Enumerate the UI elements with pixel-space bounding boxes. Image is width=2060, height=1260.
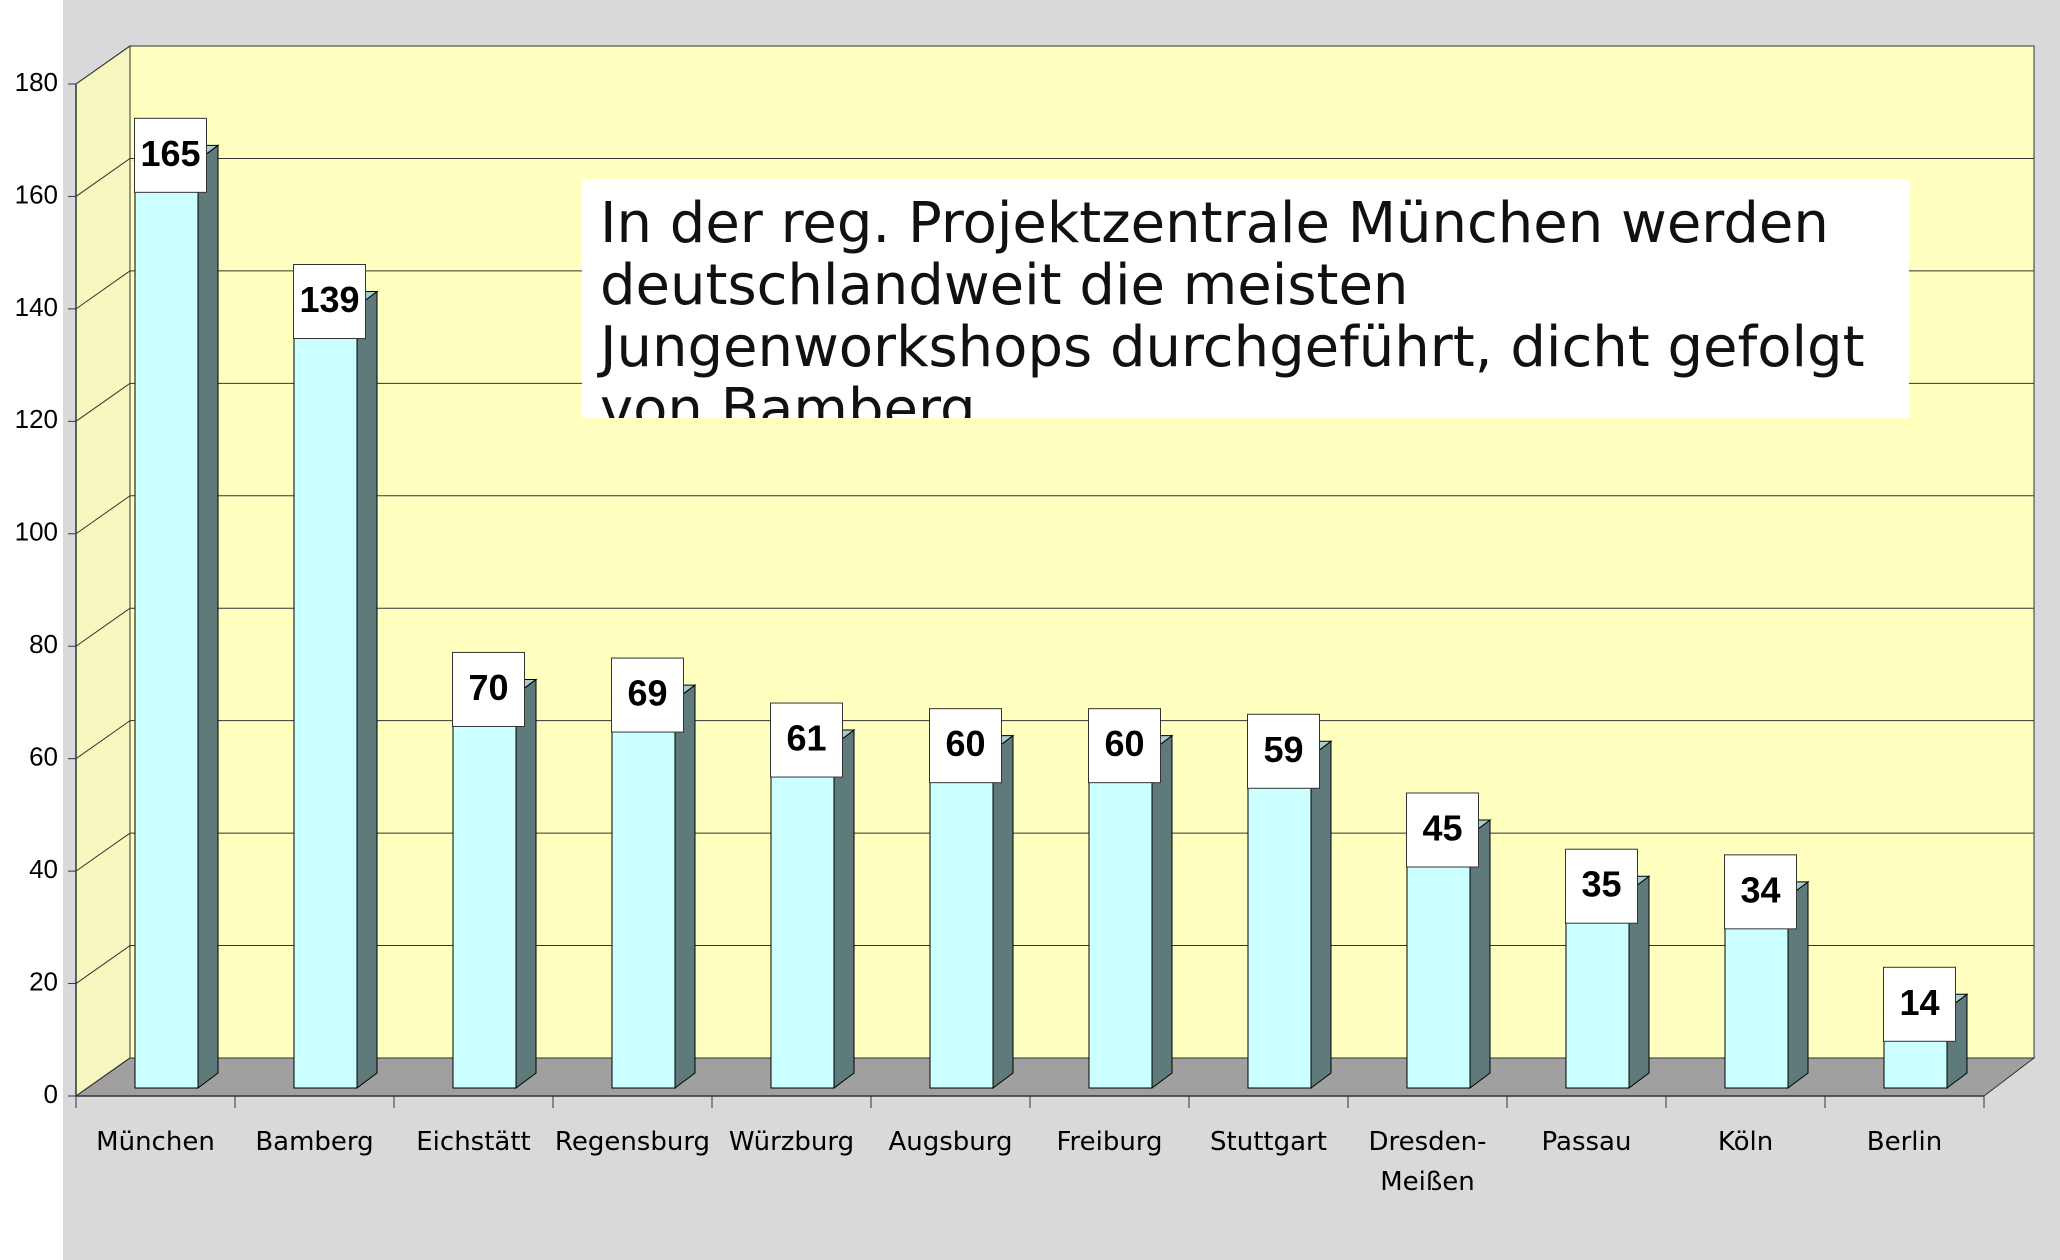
value-label: 60 bbox=[1104, 723, 1144, 764]
annotation: In der reg. Projektzentrale München werd… bbox=[582, 179, 1909, 418]
x-tick-label: Passau bbox=[1541, 1127, 1632, 1157]
x-tick-label-box: Berlin bbox=[1866, 1127, 1943, 1157]
value-label-box bbox=[1406, 792, 1479, 868]
grid-line bbox=[75, 270, 131, 310]
x-tick-label-box: Bamberg bbox=[255, 1127, 374, 1157]
y-tick-label: 40 bbox=[29, 854, 58, 884]
bar-side bbox=[992, 734, 1014, 1089]
x-tick-label: Würzburg bbox=[728, 1127, 855, 1157]
x-tick-label: Stuttgart bbox=[1210, 1127, 1327, 1157]
annotation-box: In der reg. Projektzentrale München werd… bbox=[582, 179, 1909, 418]
grid-line bbox=[75, 45, 131, 85]
value-label-box bbox=[134, 117, 207, 193]
x-tick-label-box: Regensburg bbox=[554, 1127, 711, 1157]
y-tick-label: 180 bbox=[15, 67, 58, 97]
value-label-box bbox=[293, 264, 366, 340]
bar bbox=[611, 699, 676, 1089]
value-label-box bbox=[770, 702, 843, 778]
y-tick-label: 20 bbox=[29, 966, 58, 996]
bar bbox=[1247, 755, 1312, 1089]
value-label-box bbox=[611, 657, 684, 733]
value-label: 70 bbox=[468, 667, 508, 708]
x-tick-label: München bbox=[96, 1127, 215, 1157]
bar-side bbox=[1151, 734, 1173, 1089]
x-tick-label: Berlin bbox=[1866, 1127, 1943, 1157]
value-label: 165 bbox=[140, 133, 200, 174]
bar bbox=[1088, 750, 1153, 1089]
y-tick-label: 140 bbox=[15, 292, 58, 322]
x-tick-label: Augsburg bbox=[888, 1127, 1013, 1157]
y-tick-label: 60 bbox=[29, 742, 58, 772]
grid-line bbox=[75, 382, 131, 422]
value-label: 69 bbox=[627, 673, 667, 714]
value-label-box bbox=[452, 651, 525, 727]
bar bbox=[1565, 890, 1630, 1089]
value-label: 139 bbox=[299, 279, 359, 320]
bar bbox=[293, 306, 358, 1089]
bar-side bbox=[833, 729, 855, 1089]
value-label-box bbox=[1247, 713, 1320, 789]
y-tick-label: 100 bbox=[15, 517, 58, 547]
bar bbox=[134, 159, 199, 1089]
bar-side bbox=[197, 144, 219, 1089]
grid-line bbox=[75, 158, 131, 197]
y-tick-label: 80 bbox=[29, 629, 58, 659]
x-tick-label: Köln bbox=[1717, 1127, 1774, 1157]
x-tick-label-box: Freiburg bbox=[1056, 1127, 1163, 1157]
value-label-box bbox=[929, 708, 1002, 784]
x-tick-label-box: Augsburg bbox=[888, 1127, 1013, 1157]
x-tick-label-box: Stuttgart bbox=[1210, 1127, 1327, 1157]
x-tick-label-box: Köln bbox=[1717, 1127, 1774, 1157]
value-label: 59 bbox=[1263, 729, 1303, 770]
value-label: 45 bbox=[1422, 808, 1462, 849]
value-label-box bbox=[1088, 708, 1161, 784]
value-label-box bbox=[1883, 966, 1956, 1042]
value-label-box bbox=[1565, 848, 1638, 924]
x-tick-label: Freiburg bbox=[1056, 1127, 1163, 1157]
grid-line bbox=[75, 607, 131, 647]
x-tick-label: Eichstätt bbox=[416, 1127, 531, 1157]
bar-side bbox=[356, 290, 378, 1089]
grid-line bbox=[75, 832, 131, 872]
x-tick-label-box: Dresden-Meißen bbox=[1368, 1127, 1487, 1197]
bar-side bbox=[515, 678, 537, 1089]
value-label: 34 bbox=[1740, 869, 1780, 910]
value-label: 14 bbox=[1899, 982, 1939, 1023]
x-tick-label-box: Eichstätt bbox=[416, 1127, 531, 1157]
grid-line bbox=[75, 495, 131, 535]
value-label: 60 bbox=[945, 723, 985, 764]
x-tick-label-box: Würzburg bbox=[728, 1127, 855, 1157]
bar bbox=[770, 744, 835, 1089]
left-wall bbox=[75, 45, 131, 1097]
x-tick-label: Bamberg bbox=[255, 1127, 374, 1157]
bar-side bbox=[674, 684, 696, 1089]
grid-line bbox=[75, 720, 131, 760]
x-tick-label: Regensburg bbox=[554, 1127, 711, 1157]
x-tick-label-box: München bbox=[96, 1127, 215, 1157]
x-tick-label-box: Passau bbox=[1541, 1127, 1632, 1157]
bar bbox=[1406, 834, 1471, 1089]
value-label: 61 bbox=[786, 718, 826, 759]
x-tick-label: Dresden-Meißen bbox=[1368, 1127, 1487, 1197]
y-tick-label: 120 bbox=[15, 404, 58, 434]
y-tick-label: 0 bbox=[44, 1079, 58, 1109]
grid-line bbox=[75, 945, 131, 984]
value-label: 35 bbox=[1581, 864, 1621, 905]
bar bbox=[929, 750, 994, 1089]
bar bbox=[452, 693, 517, 1089]
y-tick-label: 160 bbox=[15, 179, 58, 209]
grid-line bbox=[75, 1057, 131, 1097]
value-label-box bbox=[1724, 854, 1797, 930]
bar-side bbox=[1310, 740, 1332, 1089]
